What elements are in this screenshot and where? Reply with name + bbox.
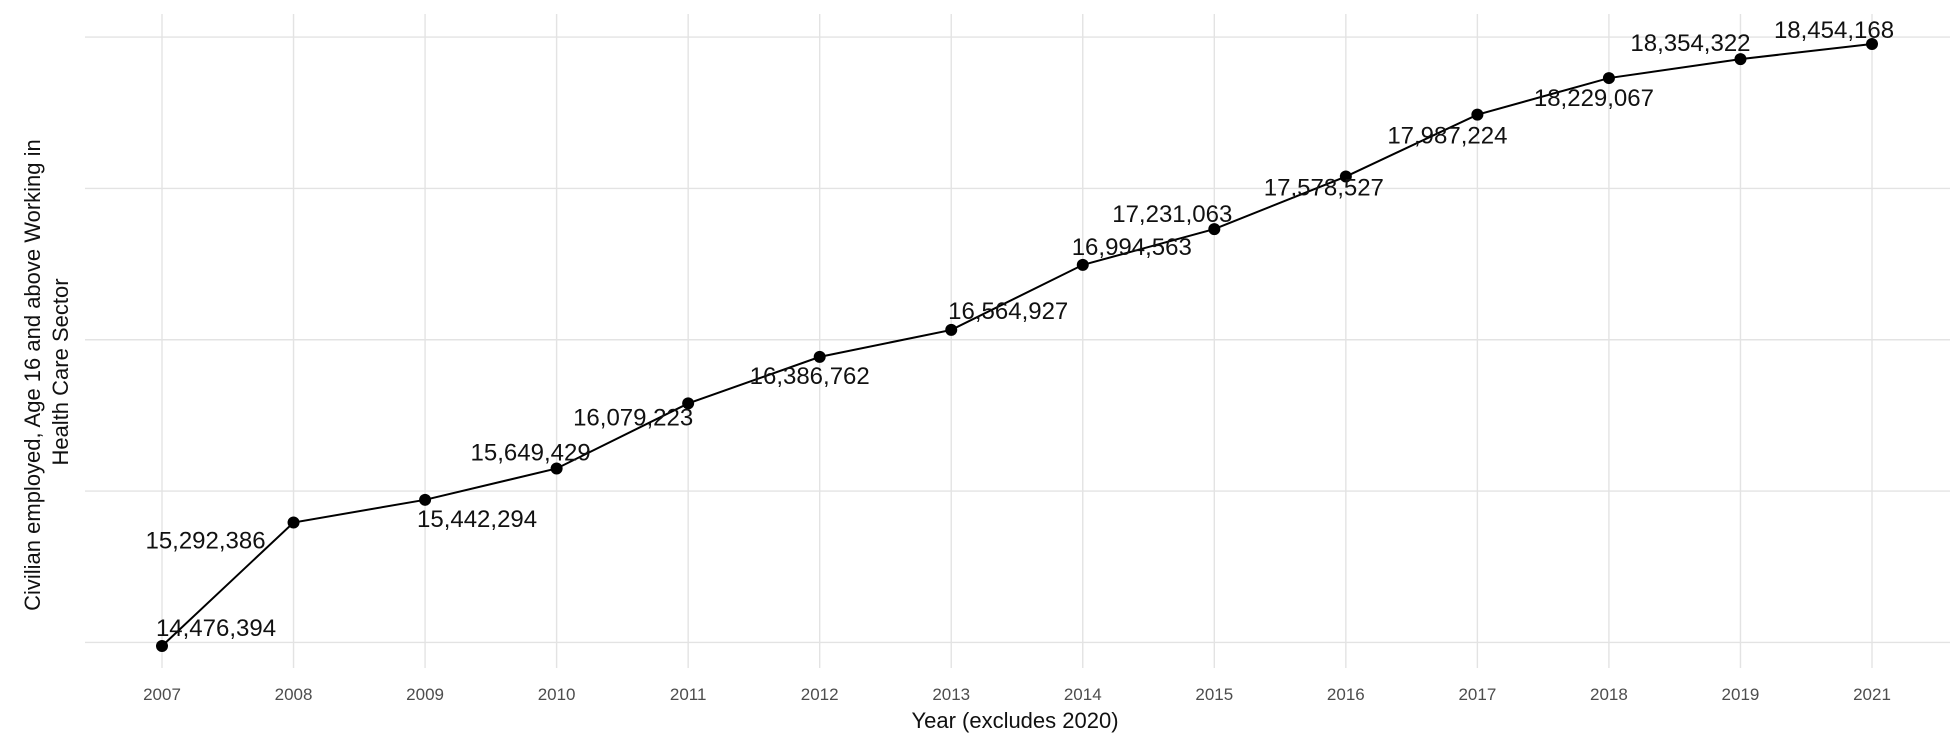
x-tick-label: 2014 (1064, 685, 1102, 704)
data-label: 18,229,067 (1534, 85, 1654, 112)
data-point (682, 397, 695, 410)
x-tick-label: 2019 (1722, 685, 1760, 704)
data-point (813, 350, 826, 363)
x-tick-label: 2015 (1195, 685, 1233, 704)
data-label: 15,649,429 (471, 439, 591, 466)
data-label: 17,231,063 (1112, 201, 1232, 228)
data-label: 17,578,527 (1264, 175, 1384, 202)
data-point (1339, 170, 1352, 183)
data-point (945, 323, 958, 336)
x-tick-label: 2018 (1590, 685, 1628, 704)
x-tick-label: 2021 (1853, 685, 1891, 704)
x-tick-label: 2012 (801, 685, 839, 704)
data-point (1602, 72, 1615, 85)
data-points (156, 38, 1878, 652)
data-point (1866, 38, 1878, 50)
data-point (1471, 108, 1484, 121)
x-tick-label: 2011 (670, 685, 707, 704)
data-label: 18,354,322 (1630, 30, 1750, 57)
data-point (550, 462, 563, 475)
data-point (1734, 53, 1747, 66)
x-tick-label: 2017 (1458, 685, 1496, 704)
data-label: 15,292,386 (145, 528, 265, 555)
data-point (1208, 223, 1221, 236)
x-tick-label: 2010 (538, 685, 576, 704)
x-tick-label: 2007 (143, 685, 181, 704)
data-label: 14,476,394 (156, 615, 276, 642)
y-axis-title: Civilian employed, Age 16 and above Work… (20, 133, 73, 611)
grid-lines (85, 14, 1950, 668)
data-label: 16,079,223 (573, 404, 693, 431)
data-point (156, 640, 168, 652)
data-label: 15,442,294 (417, 506, 537, 533)
y-axis-title-line-1: Civilian employed, Age 16 and above Work… (20, 139, 45, 611)
data-point (287, 516, 300, 529)
x-axis-title: Year (excludes 2020) (911, 708, 1118, 733)
data-label: 17,987,224 (1387, 123, 1507, 150)
data-point (1076, 258, 1089, 271)
x-axis-ticks: 2007 2008 2009 2010 2011 2012 2013 2014 2015 2016… (143, 685, 1891, 704)
x-tick-label: 2016 (1327, 685, 1365, 704)
data-label: 16,994,563 (1072, 234, 1192, 261)
y-axis-title-line-2: Health Care Sector (48, 278, 73, 465)
x-tick-label: 2013 (932, 685, 970, 704)
data-label: 16,564,927 (948, 298, 1068, 325)
data-label: 16,386,762 (750, 363, 870, 390)
x-tick-label: 2009 (406, 685, 444, 704)
data-point (419, 493, 432, 506)
data-label: 18,454,168 (1774, 17, 1894, 44)
x-tick-label: 2008 (275, 685, 313, 704)
series-layer (161, 43, 1873, 647)
data-labels: 14,476,394 15,292,386 15,442,294 15,649,429… (145, 17, 1894, 642)
series-line (161, 43, 1873, 647)
